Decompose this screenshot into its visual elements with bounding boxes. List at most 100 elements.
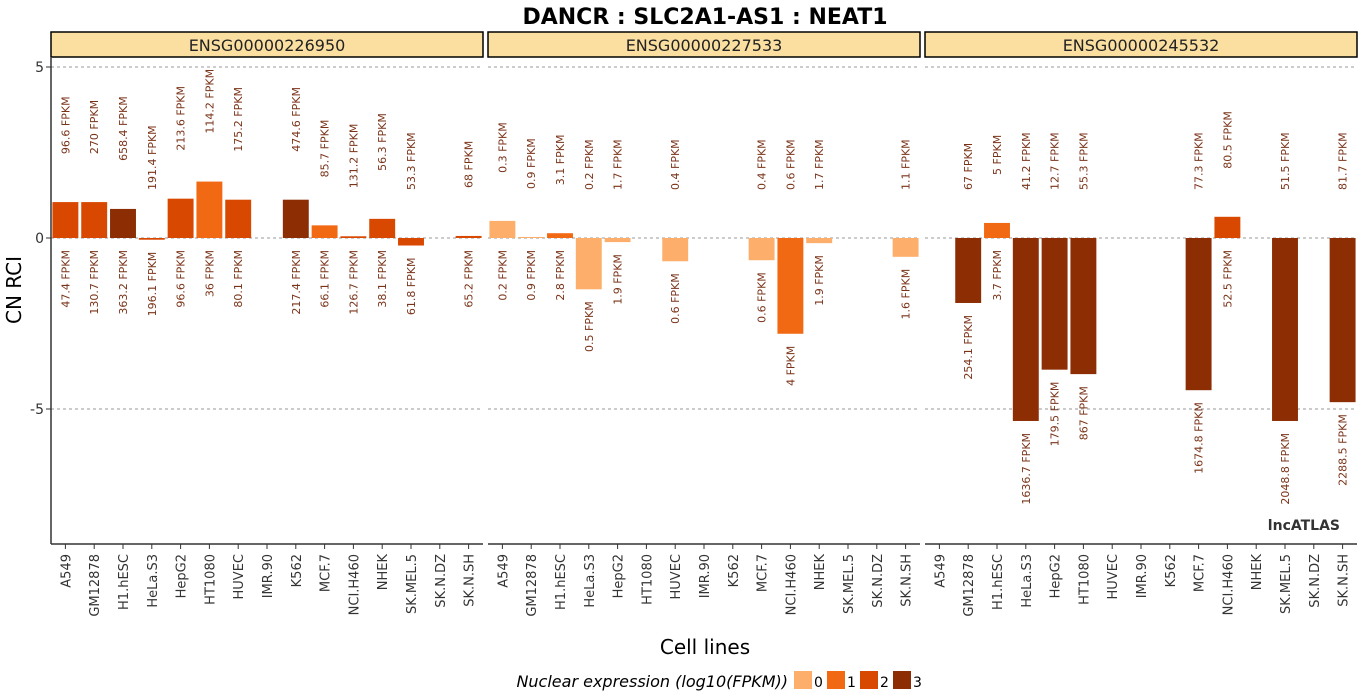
fpkm-label-bottom: 0.9 FPKM [525, 250, 538, 301]
x-tick-label-mcf-7: MCF.7 [1193, 554, 1208, 592]
chart-title: DANCR : SLC2A1-AS1 : NEAT1 [522, 5, 887, 30]
fpkm-label-bottom: 2288.5 FPKM [1337, 414, 1350, 486]
x-tick-label-nci-h460: NCI.H460 [1221, 554, 1236, 615]
x-tick-label-a549: A549 [933, 554, 948, 588]
bar-gm12878 [955, 238, 982, 303]
x-tick-label-h1-hesc: H1.hESC [117, 554, 132, 610]
fpkm-label-top: 56.3 FPKM [376, 113, 389, 171]
x-tick-label-h1-hesc: H1.hESC [991, 554, 1006, 610]
legend-label-3: 3 [913, 675, 922, 691]
x-tick-label-sk-n-dz: SK.N.DZ [1308, 554, 1323, 608]
panel-ensg00000245532: ENSG00000245532 A549 GM12878 67 FPKM 254.1 F… [924, 31, 1358, 617]
x-tick-label-gm12878: GM12878 [525, 554, 540, 617]
fpkm-label-top: 81.7 FPKM [1337, 132, 1350, 190]
legend-label-2: 2 [880, 675, 889, 691]
fpkm-label-top: 0.9 FPKM [525, 138, 538, 189]
fpkm-label-top: 67 FPKM [962, 143, 975, 190]
x-tick-label-imr-90: IMR.90 [698, 554, 713, 598]
strip-label: ENSG00000227533 [626, 36, 783, 55]
x-tick-label-hepg2: HepG2 [1049, 554, 1064, 598]
strip-header [50, 31, 484, 58]
strip-label: ENSG00000245532 [1063, 36, 1220, 55]
bar-sk-n-sh [455, 235, 482, 238]
fpkm-label-top: 175.2 FPKM [232, 87, 245, 152]
x-tick-label-ht1080: HT1080 [1077, 554, 1092, 605]
fpkm-label-top: 474.6 FPKM [290, 87, 303, 152]
x-tick-label-gm12878: GM12878 [88, 554, 103, 617]
bar-hepg2 [167, 198, 194, 238]
fpkm-label-top: 85.7 FPKM [319, 120, 332, 178]
legend: Nuclear expression (log10(FPKM)) 0 1 2 3 [516, 671, 922, 691]
bar-huvec [662, 238, 689, 262]
fpkm-label-top: 131.2 FPKM [347, 124, 360, 189]
x-tick-label-gm12878: GM12878 [962, 554, 977, 617]
fpkm-label-top: 0.4 FPKM [756, 139, 769, 190]
bar-sk-mel-5 [398, 238, 424, 246]
y-tick-label: 0 [35, 231, 44, 247]
fpkm-label-bottom: 1.9 FPKM [612, 254, 625, 305]
x-tick-label-imr-90: IMR.90 [1135, 554, 1150, 598]
x-tick-label-hepg2: HepG2 [175, 554, 190, 598]
fpkm-label-top: 1.7 FPKM [612, 139, 625, 190]
x-tick-label-huvec: HUVEC [1106, 554, 1121, 599]
fpkm-label-bottom: 254.1 FPKM [962, 315, 975, 380]
x-tick-label-sk-n-dz: SK.N.DZ [871, 554, 886, 608]
x-tick-label-hela-s3: HeLa.S3 [1020, 554, 1035, 608]
fpkm-label-bottom: 1636.7 FPKM [1020, 433, 1033, 505]
x-tick-label-sk-mel-5: SK.MEL.5 [1279, 554, 1294, 614]
panel-ensg00000227533: ENSG00000227533 A549 0.3 FPKM 0.2 FPKM GM128… [487, 31, 921, 617]
strip-label: ENSG00000226950 [189, 36, 346, 55]
bar-gm12878 [81, 202, 108, 238]
fpkm-label-bottom: 0.6 FPKM [669, 273, 682, 324]
facet-panels: ENSG00000226950 A549 96.6 FPKM 47.4 FPKM GM1… [50, 31, 1358, 617]
x-tick-label-k562: K562 [1164, 554, 1179, 587]
x-tick-label-nhek: NHEK [813, 554, 828, 591]
fpkm-label-top: 0.6 FPKM [784, 139, 797, 190]
fpkm-label-bottom: 1674.8 FPKM [1193, 402, 1206, 474]
bar-h1-hesc [984, 222, 1010, 238]
bar-mcf-7 [1185, 238, 1212, 391]
x-axis-title: Cell lines [660, 635, 750, 659]
x-tick-label-h1-hesc: H1.hESC [554, 554, 569, 610]
fpkm-label-top: 5 FPKM [991, 135, 1004, 175]
x-tick-label-ht1080: HT1080 [203, 554, 218, 605]
fpkm-label-bottom: 363.2 FPKM [117, 250, 130, 315]
fpkm-label-top: 270 FPKM [88, 100, 101, 154]
bar-a549 [52, 202, 79, 238]
bar-gm12878 [518, 236, 545, 238]
fpkm-label-bottom: 66.1 FPKM [319, 250, 332, 308]
fpkm-label-top: 3.1 FPKM [554, 135, 567, 186]
fpkm-label-top: 1.1 FPKM [900, 139, 913, 190]
fpkm-label-top: 213.6 FPKM [175, 86, 188, 151]
fpkm-label-top: 41.2 FPKM [1020, 132, 1033, 190]
strip-header [924, 31, 1358, 58]
fpkm-label-bottom: 0.6 FPKM [756, 272, 769, 323]
strip-header [487, 31, 921, 58]
fpkm-label-top: 1.7 FPKM [813, 139, 826, 190]
bar-nhek [806, 238, 833, 244]
fpkm-label-bottom: 3.7 FPKM [991, 250, 1004, 301]
bar-nhek [369, 218, 396, 238]
x-tick-label-hela-s3: HeLa.S3 [583, 554, 598, 608]
bar-mcf-7 [748, 238, 775, 261]
bar-huvec [225, 199, 252, 238]
fpkm-label-top: 0.4 FPKM [669, 139, 682, 190]
x-tick-label-hela-s3: HeLa.S3 [146, 554, 161, 608]
x-tick-label-huvec: HUVEC [669, 554, 684, 599]
legend-swatch-0 [794, 671, 812, 689]
legend-label-1: 1 [847, 675, 856, 691]
x-tick-label-sk-n-sh: SK.N.SH [463, 554, 478, 607]
fpkm-label-bottom: 0.2 FPKM [496, 250, 509, 301]
bar-nci-h460 [340, 236, 367, 238]
fpkm-label-top: 53.3 FPKM [405, 132, 418, 190]
bar-ht1080 [1070, 238, 1097, 375]
x-tick-label-a549: A549 [496, 554, 511, 588]
fpkm-label-bottom: 38.1 FPKM [376, 250, 389, 308]
bar-a549 [489, 220, 516, 238]
bar-h1-hesc [547, 233, 573, 238]
fpkm-label-bottom: 2048.8 FPKM [1279, 433, 1292, 505]
legend-swatch-1 [827, 671, 845, 689]
fpkm-label-bottom: 179.5 FPKM [1049, 382, 1062, 447]
fpkm-label-bottom: 61.8 FPKM [405, 258, 418, 316]
